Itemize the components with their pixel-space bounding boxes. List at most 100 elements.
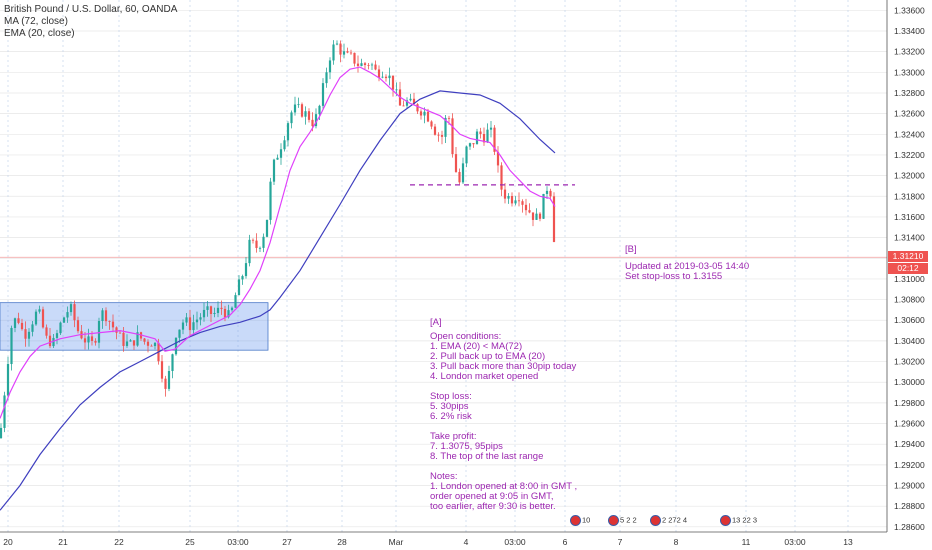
- candle-body: [143, 338, 146, 342]
- price-tick-label: 1.31600: [894, 212, 925, 222]
- candle-body: [479, 131, 482, 134]
- candle-body: [153, 342, 157, 347]
- price-tick-label: 1.30000: [894, 377, 925, 387]
- candle-body: [265, 219, 269, 237]
- candle-body: [66, 312, 69, 318]
- candle-body: [104, 310, 108, 322]
- candle-body: [328, 60, 332, 73]
- price-tick-label: 1.28800: [894, 501, 925, 511]
- candle-body: [391, 75, 395, 90]
- candle-body: [500, 165, 503, 190]
- candle-body: [423, 111, 426, 116]
- candle-body: [34, 311, 38, 325]
- candle-body: [384, 76, 388, 79]
- candle-body: [125, 341, 129, 346]
- candle-body: [496, 151, 500, 166]
- time-tick-label: 4: [464, 537, 469, 547]
- candle-body: [451, 118, 454, 155]
- price-tick-label: 1.29400: [894, 439, 925, 449]
- candle-body: [297, 104, 300, 106]
- candle-body: [468, 143, 472, 147]
- candle-body: [325, 72, 328, 84]
- time-tick-label: 03:00: [504, 537, 526, 547]
- candle-body: [283, 140, 286, 150]
- candle-body: [542, 193, 545, 219]
- candle-body: [160, 361, 164, 379]
- candle-body: [136, 332, 139, 346]
- candle-body: [335, 43, 339, 45]
- candle-body: [409, 98, 412, 101]
- candle-body: [55, 333, 59, 338]
- candle-body: [115, 327, 118, 333]
- candle-body: [342, 51, 346, 55]
- candle-body: [129, 340, 132, 342]
- candle-body: [83, 338, 87, 343]
- ema20-legend[interactable]: EMA (20, close): [4, 28, 75, 39]
- candle-body: [216, 307, 220, 313]
- note-a-marker[interactable]: [A]: [430, 317, 442, 328]
- candle-body: [262, 236, 265, 248]
- candle-body: [486, 129, 489, 143]
- note-b-marker[interactable]: [B]: [625, 244, 637, 255]
- candle-body: [62, 317, 66, 323]
- candle-body: [321, 83, 325, 106]
- event-marker-4[interactable]: 13 22 3: [720, 515, 757, 526]
- candle-body: [531, 212, 535, 220]
- candle-body: [90, 336, 94, 341]
- time-tick-label: 7: [618, 537, 623, 547]
- time-tick-label: 6: [563, 537, 568, 547]
- price-tick-label: 1.33600: [894, 5, 925, 15]
- last-price-label: 1.31210: [888, 251, 928, 263]
- candle-body: [318, 105, 321, 115]
- candle-body: [59, 322, 62, 334]
- event-marker-1[interactable]: 10: [570, 515, 590, 526]
- ma72-legend[interactable]: MA (72, close): [4, 16, 68, 27]
- candle-body: [45, 327, 48, 336]
- candle-body: [248, 239, 251, 264]
- note-b-text[interactable]: Updated at 2019-03-05 14:40 Set stop-los…: [625, 261, 750, 282]
- candle-body: [388, 75, 391, 79]
- candle-body: [444, 117, 447, 137]
- candle-body: [188, 317, 192, 331]
- candle-body: [206, 306, 209, 310]
- event-marker-3[interactable]: 2 272 4: [650, 515, 687, 526]
- candle-body: [101, 310, 104, 322]
- candle-body: [402, 105, 405, 107]
- candle-body: [286, 123, 290, 141]
- candle-body: [419, 111, 423, 116]
- time-tick-label: 13: [843, 537, 853, 547]
- candle-body: [167, 371, 171, 389]
- candle-body: [10, 327, 13, 365]
- price-tick-label: 1.29200: [894, 460, 925, 470]
- candle-body: [234, 295, 237, 308]
- candle-body: [255, 240, 258, 248]
- candle-body: [94, 340, 97, 343]
- candle-body: [405, 100, 409, 106]
- us-flag-icon: [608, 515, 619, 526]
- price-axis[interactable]: 1.33600 1.33400 1.33200 1.33000 1.32800 1.326…: [894, 5, 925, 532]
- candle-body: [97, 321, 101, 343]
- candles: [0, 40, 556, 439]
- time-tick-label: 03:00: [227, 537, 249, 547]
- candle-body: [20, 322, 24, 330]
- candle-body: [332, 44, 335, 61]
- candle-body: [300, 104, 304, 117]
- candle-body: [276, 157, 279, 160]
- note-a-text[interactable]: Open conditions: 1. EMA (20) < MA(72) 2.…: [430, 331, 578, 512]
- price-tick-label: 1.30400: [894, 336, 925, 346]
- candle-body: [517, 200, 521, 202]
- candle-body: [528, 210, 531, 213]
- candle-body: [416, 104, 419, 112]
- candle-body: [13, 318, 17, 328]
- candle-body: [241, 276, 244, 280]
- candle-body: [314, 114, 318, 127]
- event-marker-2[interactable]: 5 2 2: [608, 515, 637, 526]
- ema20-line: [0, 66, 556, 419]
- time-tick-label: 27: [282, 537, 292, 547]
- price-tick-label: 1.31800: [894, 191, 925, 201]
- time-axis[interactable]: 20 21 22 25 03:00 27 28 Mar 4 03:00 6 7 8 11 03:00 13: [3, 537, 853, 547]
- candle-body: [475, 131, 479, 145]
- price-tick-label: 1.32000: [894, 171, 925, 181]
- candle-body: [27, 331, 31, 339]
